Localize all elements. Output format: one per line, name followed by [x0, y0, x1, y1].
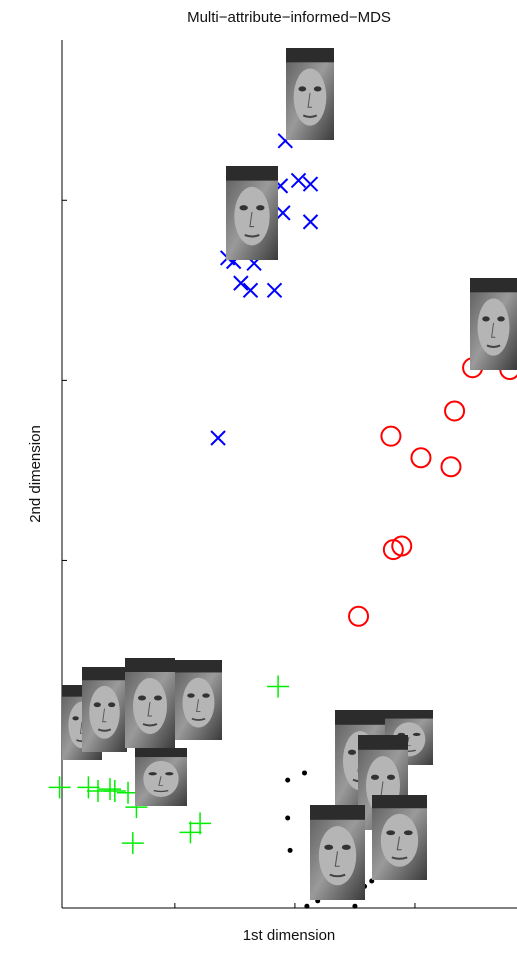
- y-axis-label: 2nd dimension: [27, 425, 44, 523]
- plus-marker: [179, 821, 201, 843]
- face: [310, 805, 365, 900]
- plot-area: [49, 134, 517, 909]
- x-marker: [304, 177, 318, 191]
- circle-marker: [445, 401, 464, 420]
- face: [175, 660, 222, 740]
- plus-marker: [267, 675, 289, 697]
- plus-marker: [122, 832, 144, 854]
- plus-marker: [99, 778, 121, 800]
- face: [372, 795, 427, 880]
- chart: Multi−attribute−informed−MDS 1st dimensi…: [0, 0, 517, 949]
- x-marker: [211, 431, 225, 445]
- circle-marker: [441, 457, 460, 476]
- dot-marker: [352, 904, 357, 909]
- face: [82, 667, 127, 752]
- plus-marker: [77, 776, 99, 798]
- circle-marker: [411, 448, 430, 467]
- plus-marker: [189, 812, 211, 834]
- face-thumbnails: [62, 48, 517, 900]
- x-marker: [267, 283, 281, 297]
- dot-marker: [288, 848, 293, 853]
- dot-marker: [285, 778, 290, 783]
- x-axis-label: 1st dimension: [243, 927, 336, 944]
- plus-marker: [49, 776, 71, 798]
- x-marker: [304, 215, 318, 229]
- face: [286, 48, 334, 140]
- face: [226, 166, 278, 260]
- chart-title: Multi−attribute−informed−MDS: [187, 9, 391, 26]
- circle-marker: [381, 427, 400, 446]
- x-marker: [234, 276, 248, 290]
- face: [470, 278, 517, 370]
- x-marker: [243, 283, 257, 297]
- dot-marker: [302, 770, 307, 775]
- x-marker: [292, 173, 306, 187]
- face: [125, 658, 175, 748]
- face: [135, 748, 187, 806]
- circle-marker: [349, 607, 368, 626]
- plus-marker: [104, 780, 126, 802]
- dot-marker: [304, 904, 309, 909]
- dot-marker: [285, 815, 290, 820]
